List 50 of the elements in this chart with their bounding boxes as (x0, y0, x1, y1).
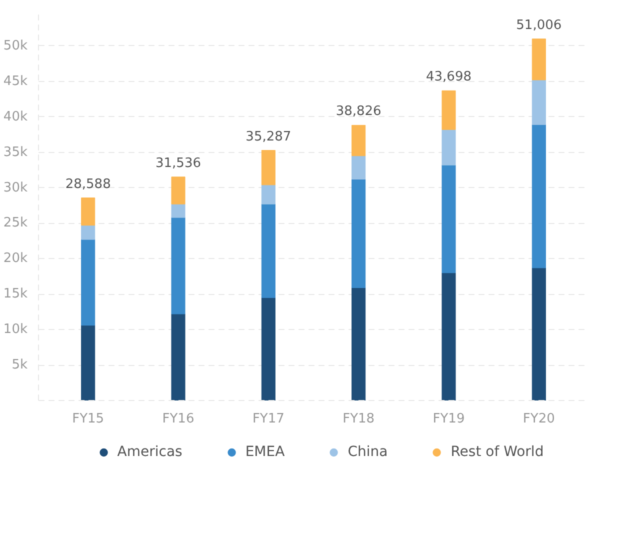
bar (532, 38, 546, 80)
legend-label: EMEA (245, 444, 285, 460)
x-tick-label: FY15 (72, 412, 104, 426)
bar (442, 272, 456, 400)
bar (352, 288, 366, 400)
bar (81, 239, 96, 326)
bar (171, 217, 186, 314)
total-label: 43,698 (426, 70, 472, 85)
bar (532, 124, 546, 268)
x-tick-label: FY18 (342, 412, 375, 426)
bar (81, 198, 96, 226)
x-tick-label: FY19 (432, 412, 465, 426)
legend-label: Americas (117, 444, 182, 460)
y-tick-label: 5k (12, 358, 28, 373)
bar (532, 80, 546, 125)
x-tick-label: FY17 (252, 412, 284, 426)
total-label: 31,536 (156, 156, 202, 171)
bar (81, 225, 96, 240)
bar (261, 150, 276, 186)
bar (532, 268, 546, 400)
bar (171, 314, 186, 400)
y-tick-label: 30k (3, 180, 28, 196)
y-tick-label: 50k (3, 38, 28, 54)
y-tick-label: 40k (3, 109, 28, 124)
bar (261, 204, 276, 298)
y-tick-label: 15k (3, 286, 28, 302)
bar (352, 124, 366, 156)
bar (352, 179, 366, 288)
bar (171, 176, 186, 204)
total-label: 38,826 (336, 104, 382, 120)
y-tick-label: 25k (3, 216, 28, 231)
bar (81, 325, 96, 400)
total-label: 28,588 (65, 176, 111, 192)
legend-label: China (348, 444, 388, 460)
bar (352, 156, 366, 180)
total-label: 35,287 (246, 129, 292, 144)
bar (442, 164, 456, 274)
y-tick-label: 45k (3, 74, 28, 89)
y-tick-label: 35k (3, 144, 28, 160)
bar (261, 184, 276, 204)
total-label: 51,006 (516, 18, 562, 33)
bar (261, 297, 276, 400)
bar (442, 90, 456, 130)
y-tick-label: 10k (3, 322, 28, 338)
legend-label: Rest of World (450, 444, 544, 460)
bar (442, 129, 456, 166)
x-tick-label: FY20 (522, 412, 555, 426)
y-tick-label: 20k (3, 251, 28, 266)
bar (171, 204, 186, 218)
x-tick-label: FY16 (162, 412, 194, 426)
